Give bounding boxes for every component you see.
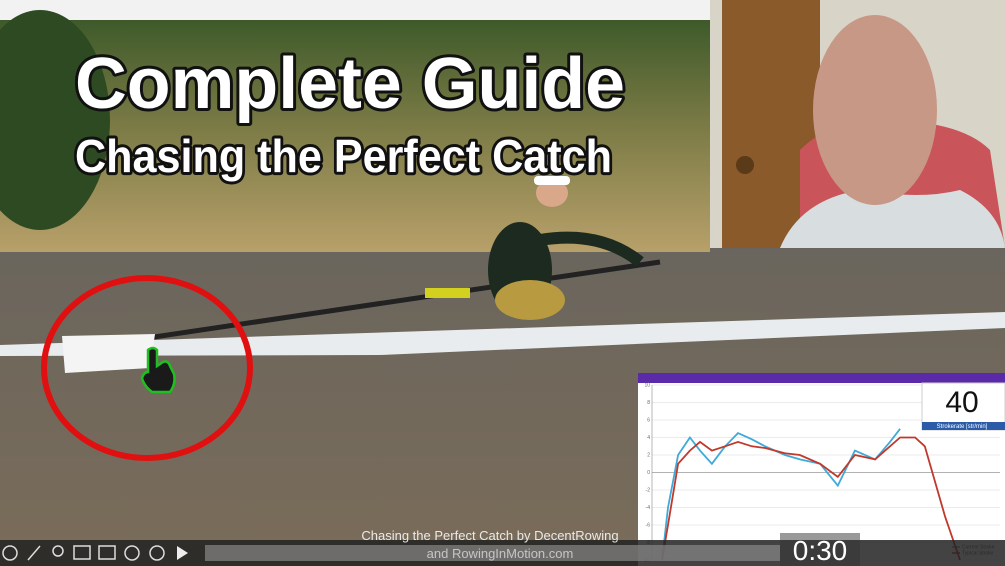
oar [99,259,661,348]
stroke-rate-label: Strokerate [str/min] [937,424,988,430]
back-button[interactable] [2,545,18,561]
oar-collar [425,288,470,298]
video-title: Complete Guide [75,44,625,124]
video-subtitle: Chasing the Perfect Catch [75,130,612,182]
y-tick-label: -2 [646,487,651,493]
y-tick-label: 0 [647,470,650,476]
rower-arm [539,231,644,267]
cc-button[interactable] [73,545,91,560]
boat-hull [0,312,1005,356]
door-knob [736,156,754,174]
y-tick-label: 4 [647,435,650,441]
sky [0,0,710,20]
zoom-button[interactable] [52,545,64,557]
player-time: 0:30 [793,535,848,566]
rower-cap [534,176,570,185]
stroke-rate-value: 40 [945,386,978,419]
y-tick-label: 10 [644,382,650,388]
player-controls [2,545,188,561]
y-tick-label: 8 [647,400,650,406]
tree [0,10,110,230]
y-tick-label: 2 [647,452,650,458]
rower-head [536,179,568,207]
oar-blade [62,334,155,373]
graph-header [638,373,1005,383]
play-button[interactable] [177,546,188,560]
time-box [780,533,860,566]
y-tick-label: -6 [646,522,651,528]
rower-shorts [495,280,565,320]
y-tick-label: -4 [646,505,651,511]
stroke-rate-bar [922,422,1005,430]
y-tick-label: 6 [647,417,650,423]
video-button[interactable] [98,545,116,560]
caption-line: and RowingInMotion.com [427,546,574,561]
stroke-curve [661,428,901,561]
hand-cursor [140,346,176,394]
reeds [0,20,710,252]
caption-line: Chasing the Perfect Catch by DecentRowin… [361,528,618,543]
pen-button[interactable] [27,545,41,561]
face [813,15,937,205]
stroke-curve [661,436,961,561]
more-button[interactable] [124,545,140,561]
shirt [780,190,1005,248]
progress-bar[interactable] [205,545,780,561]
forward-button[interactable] [149,545,165,561]
highlight-circle [41,275,253,461]
